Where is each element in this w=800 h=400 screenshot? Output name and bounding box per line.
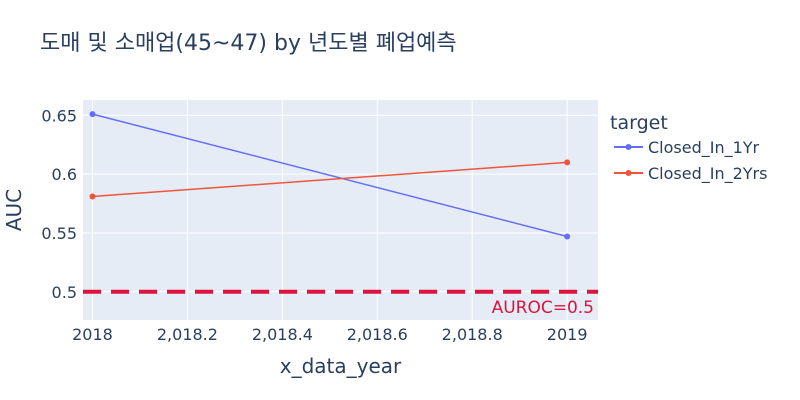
plot-area (83, 100, 598, 320)
series-point-2 (89, 193, 95, 199)
y-tick-label: 0.65 (41, 106, 77, 125)
x-tick-label: 2,018.2 (157, 325, 218, 344)
legend-title: target (610, 112, 668, 134)
x-tick-label: 2019 (547, 325, 588, 344)
x-tick-label: 2,018.8 (442, 325, 503, 344)
y-tick-label: 0.5 (52, 283, 77, 302)
x-tick-label: 2018 (72, 325, 113, 344)
x-tick-label: 2,018.4 (252, 325, 313, 344)
x-axis-ticks: 2018 2,018.2 2,018.4 2,018.6 2,018.8 2019 (72, 325, 587, 344)
legend-swatch-point-2 (626, 170, 632, 176)
x-axis-title: x_data_year (280, 354, 402, 378)
y-tick-label: 0.6 (52, 165, 77, 184)
reference-line-label: AUROC=0.5 (492, 298, 594, 318)
legend-label-1: Closed_In_1Yr (648, 138, 760, 158)
y-tick-label: 0.55 (41, 224, 77, 243)
series-point-2 (564, 159, 570, 165)
legend-swatch-point-1 (626, 144, 632, 150)
chart-title: 도매 및 소매업(45~47) by 년도별 폐업예측 (40, 31, 457, 56)
y-axis-title: AUC (2, 189, 26, 231)
legend: target Closed_In_1Yr Closed_In_2Yrs (610, 112, 767, 184)
series-point-1 (89, 111, 95, 117)
legend-label-2: Closed_In_2Yrs (648, 164, 767, 184)
y-axis-ticks: 0.5 0.55 0.6 0.65 (41, 106, 77, 301)
x-tick-label: 2,018.6 (347, 325, 408, 344)
series-point-1 (564, 233, 570, 239)
